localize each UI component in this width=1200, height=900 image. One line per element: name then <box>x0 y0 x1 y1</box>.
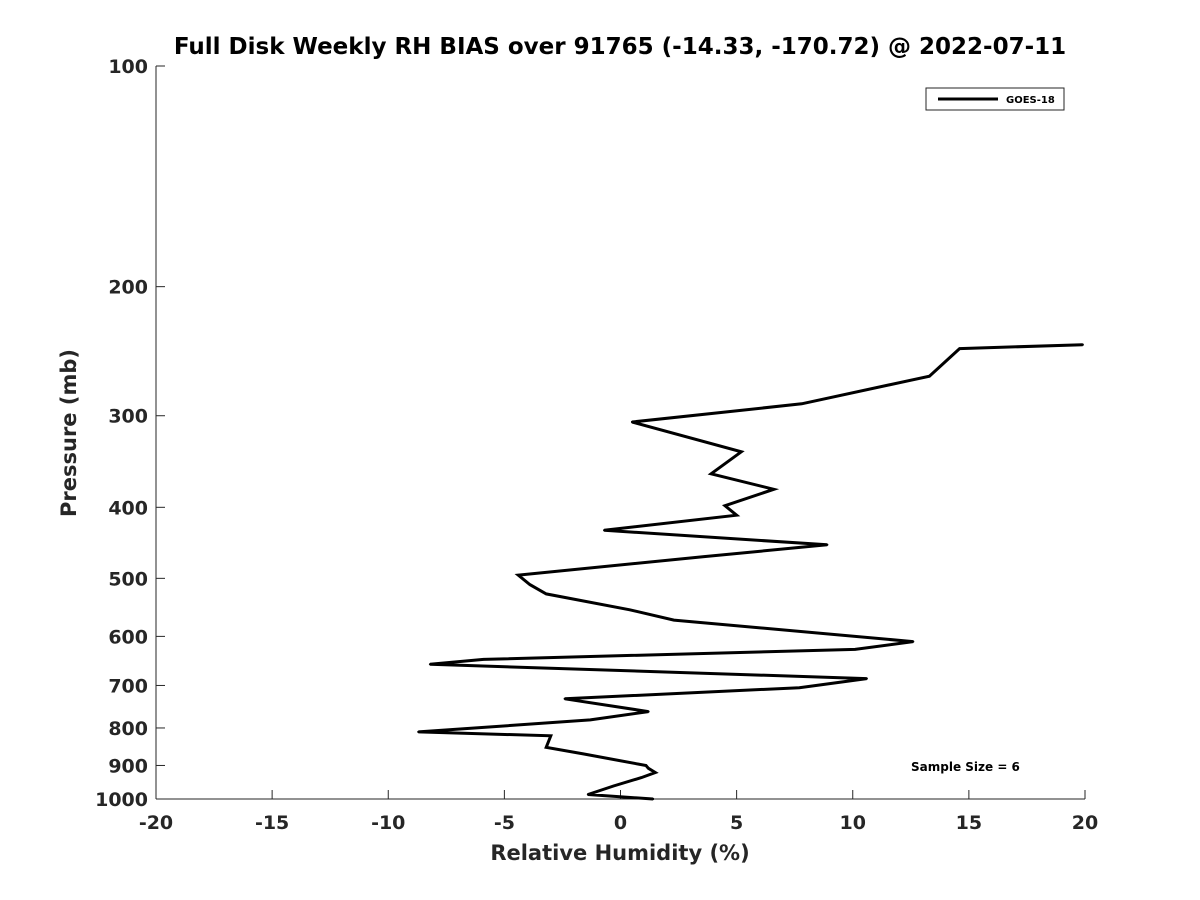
data-point <box>647 767 650 770</box>
x-tick-label: -15 <box>255 812 289 834</box>
data-point <box>428 663 432 666</box>
data-point <box>798 686 801 689</box>
y-tick-label: 200 <box>108 277 148 299</box>
chart-title: Full Disk Weekly RH BIAS over 91765 (-14… <box>174 34 1066 60</box>
data-point <box>582 752 585 756</box>
data-point <box>586 793 590 796</box>
data-point <box>589 718 592 722</box>
data-point <box>563 697 566 700</box>
data-point <box>672 618 676 622</box>
data-point <box>630 420 634 424</box>
y-tick-label: 900 <box>108 755 148 777</box>
data-point <box>482 658 485 661</box>
data-point <box>640 776 643 779</box>
series-layer <box>417 343 1084 801</box>
data-point <box>800 402 803 405</box>
x-tick-label: -10 <box>371 812 405 834</box>
y-tick-label: 1000 <box>95 789 148 811</box>
x-tick-label: -20 <box>139 812 173 834</box>
x-tick-label: 15 <box>956 812 982 834</box>
x-tick-label: 0 <box>614 812 627 834</box>
data-point <box>723 504 727 507</box>
data-point <box>853 648 857 651</box>
data-point <box>549 734 552 737</box>
y-ticks: 100 200 300 400 500 600 700 800 900 1000 <box>95 56 165 811</box>
data-point <box>735 514 738 517</box>
legend: GOES-18 <box>925 87 1065 111</box>
data-point <box>545 746 548 749</box>
y-tick-label: 500 <box>108 568 148 590</box>
data-point <box>740 450 743 453</box>
data-point <box>826 543 829 546</box>
x-tick-label: -5 <box>494 812 515 834</box>
data-point <box>603 529 606 532</box>
y-tick-label: 700 <box>108 675 148 697</box>
data-point <box>865 677 868 680</box>
data-point <box>651 797 655 801</box>
data-point <box>702 555 706 558</box>
data-point <box>911 640 915 643</box>
y-tick-label: 600 <box>108 626 148 648</box>
sample-size-annotation: Sample Size = 6 <box>911 760 1020 774</box>
data-point <box>709 472 713 475</box>
data-point <box>772 488 775 491</box>
y-tick-label: 800 <box>108 718 148 740</box>
data-point <box>647 710 650 713</box>
y-tick-label: 100 <box>108 56 148 78</box>
x-tick-label: 10 <box>840 812 866 834</box>
data-point <box>958 347 961 350</box>
data-point <box>928 375 931 378</box>
y-axis-label: Pressure (mb) <box>57 349 81 517</box>
data-point <box>644 764 648 767</box>
data-point <box>654 771 657 774</box>
x-tick-label: 5 <box>730 812 743 834</box>
x-ticks: -20 -15 -10 -5 0 5 10 15 20 <box>139 790 1098 834</box>
data-point <box>528 583 532 586</box>
legend-entry-label: GOES-18 <box>1006 95 1055 106</box>
y-tick-label: 400 <box>108 497 148 519</box>
data-point <box>517 573 520 577</box>
data-point <box>1081 343 1084 346</box>
y-tick-label: 300 <box>108 406 148 428</box>
x-tick-label: 20 <box>1072 812 1098 834</box>
x-axis-label: Relative Humidity (%) <box>490 841 749 865</box>
data-point <box>628 608 631 611</box>
data-point <box>417 730 420 734</box>
data-point <box>545 592 548 596</box>
data-point <box>612 784 615 788</box>
data-point <box>547 740 550 743</box>
